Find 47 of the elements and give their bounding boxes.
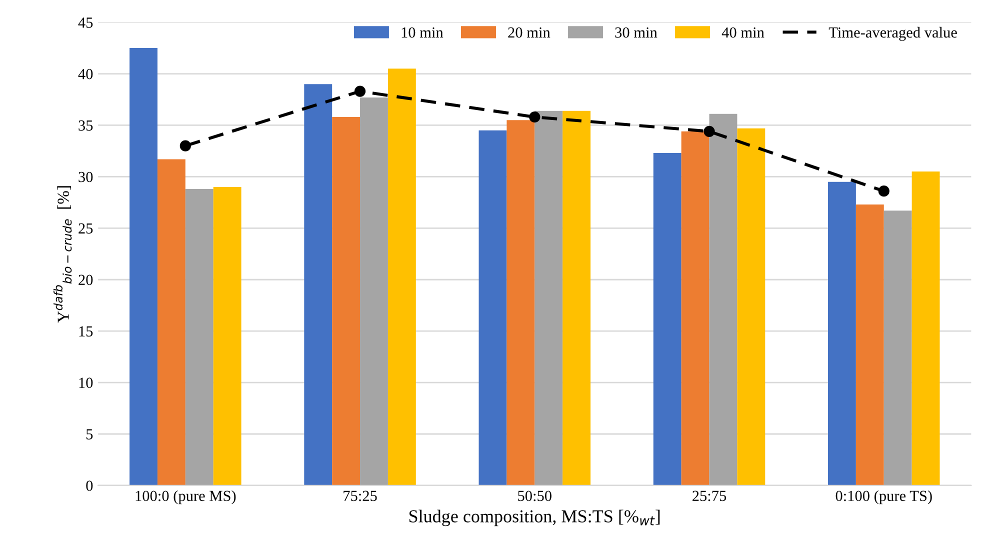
bar [681,131,710,486]
y-tick-label: 20 [78,274,93,286]
legend-label: Time-averaged value [828,26,957,41]
legend-label: 30 min [615,27,658,38]
bar [562,110,591,486]
y-axis-title: Y$^{dafb}$$_{bio−crude}$ [%] [54,186,72,323]
y-tick-label: 35 [78,120,93,131]
legend-label: 40 min [722,27,764,38]
bar [912,172,940,486]
bar [304,84,332,486]
bar [709,114,738,486]
x-tick-label: 75:25 [344,490,377,502]
x-axis-title: Sludge composition, MS:TS [%$_{wt}$] [409,510,660,526]
bar [157,159,186,486]
bar [856,204,884,486]
x-tick-label: 0:100 (pure TS) [836,490,932,504]
x-tick-label: 25:75 [692,490,726,502]
bar [653,153,682,486]
point [354,86,366,97]
bar [737,128,766,486]
y-tick-label: 40 [78,68,93,80]
x-tick-label: 100:0 (pure MS) [136,490,236,504]
bar [388,68,416,486]
point [878,186,890,197]
legend-label: 10 min [402,27,444,38]
bar [332,117,360,486]
y-tick-label: 5 [86,429,93,440]
point [704,126,715,137]
point [529,111,540,123]
y-tick-label: 15 [79,326,93,337]
bar [213,186,242,486]
bar [130,48,158,486]
y-tick-label: 0 [86,480,93,491]
y-tick-label: 45 [78,18,93,28]
point [180,140,191,152]
y-tick-label: 30 [78,172,93,182]
bar [360,97,388,486]
x-tick-label: 50:50 [518,490,552,502]
bar [884,210,912,486]
y-tick-label: 10 [79,378,93,388]
bar [478,130,507,486]
bar [534,110,563,486]
legend-label: 20 min [508,27,550,38]
bar [185,189,214,486]
bar [828,182,856,486]
bar [506,120,535,486]
y-tick-label: 25 [78,223,93,234]
